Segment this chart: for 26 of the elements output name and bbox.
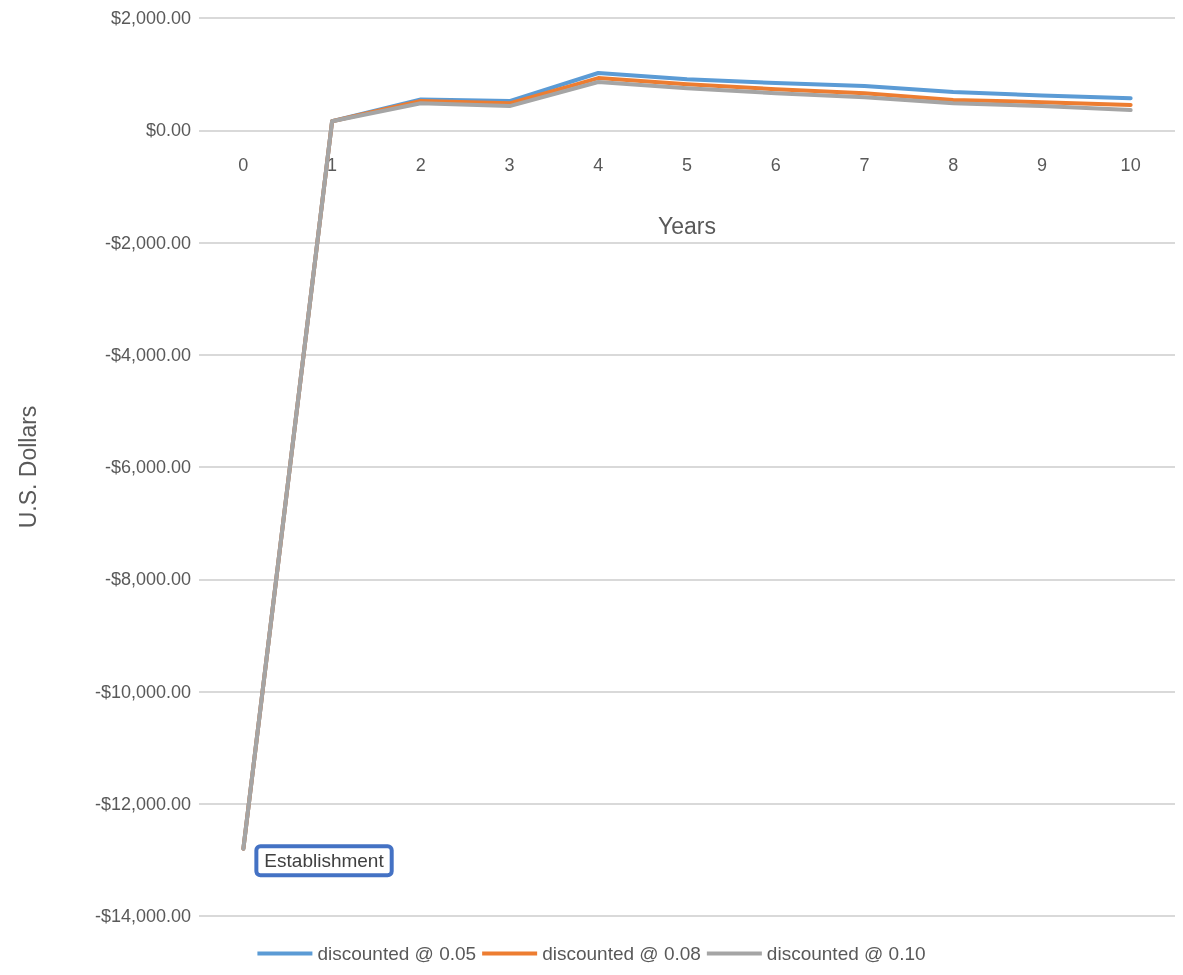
x-tick-label: 1 [327, 155, 338, 176]
x-tick-label: 7 [859, 155, 870, 176]
x-tick-label: 2 [415, 155, 426, 176]
x-tick-label: 0 [238, 155, 249, 176]
legend-label: discounted @ 0.10 [766, 943, 926, 964]
y-tick-label: $0.00 [145, 120, 191, 141]
legend-label: discounted @ 0.08 [542, 943, 701, 964]
legend-label: discounted @ 0.05 [317, 943, 477, 964]
x-tick-label: 10 [1120, 155, 1141, 176]
y-axis-title: U.S. Dollars [14, 405, 41, 529]
y-tick-label: $2,000.00 [110, 8, 191, 28]
y-tick-label: -$12,000.00 [94, 793, 191, 814]
x-tick-label: 3 [504, 155, 515, 176]
y-tick-label: -$8,000.00 [104, 569, 191, 590]
x-tick-label: 9 [1036, 155, 1047, 176]
y-tick-label: -$10,000.00 [94, 681, 191, 702]
y-tick-label: -$4,000.00 [104, 344, 191, 365]
x-tick-label: 5 [681, 155, 693, 176]
y-tick-label: -$14,000.00 [94, 906, 191, 926]
annotation: Establishment [264, 850, 385, 872]
y-tick-label: -$6,000.00 [104, 457, 191, 477]
x-axis-title: Years [658, 212, 716, 239]
x-tick-label: 8 [948, 155, 959, 176]
x-tick-label: 6 [770, 155, 781, 176]
x-tick-label: 4 [593, 155, 604, 176]
y-tick-label: -$2,000.00 [104, 232, 191, 253]
